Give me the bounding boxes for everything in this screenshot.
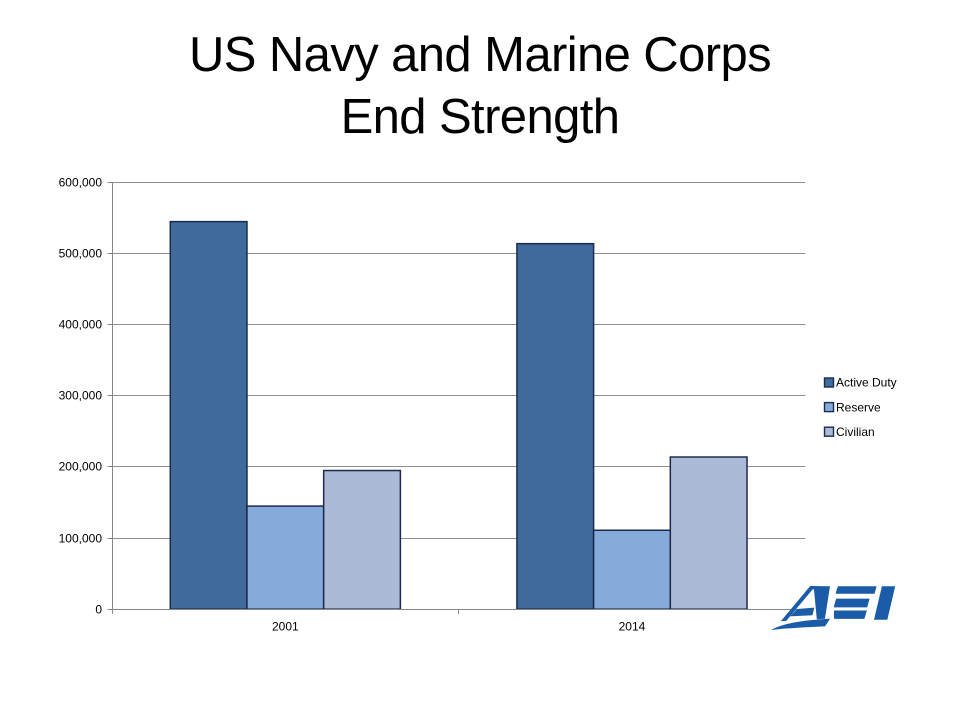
y-axis-tick-label: 200,000 (59, 460, 103, 474)
aei-logo-letter-i (874, 586, 896, 620)
bar-active-duty-2014 (516, 242, 595, 610)
aei-logo-swoosh (771, 618, 830, 630)
y-axis-tick-label: 500,000 (59, 247, 103, 261)
aei-logo-letter-e-bar-middle (833, 598, 870, 608)
aei-logo-letter-a-right-stroke (810, 586, 830, 620)
legend-label-civilian: Civilian (836, 425, 875, 439)
legend-label-reserve: Reserve (836, 400, 881, 414)
y-axis-tick-label: 0 (95, 603, 102, 617)
aei-logo-letter-e-bar-bottom (833, 610, 867, 619)
legend-swatch-reserve (823, 401, 835, 413)
aei-logo-letter-a-crossbar (789, 607, 815, 617)
x-axis-label: 2001 (272, 620, 299, 634)
chart-title-line-1: US Navy and Marine Corps (189, 28, 772, 82)
bar-reserve-2001 (246, 505, 325, 610)
aei-logo-letter-a-left-stroke (780, 586, 816, 622)
chart-title-line-2: End Strength (340, 90, 620, 144)
chart-title: US Navy and Marine Corps End Strength (0, 24, 960, 148)
aei-logo (771, 586, 896, 630)
y-axis-tick-label: 400,000 (59, 318, 103, 332)
y-axis-tick-label: 300,000 (59, 389, 103, 403)
legend-label-active-duty: Active Duty (836, 376, 897, 390)
bar-reserve-2014 (592, 529, 672, 610)
bar-active-duty-2001 (169, 220, 248, 610)
aei-logo-letter-e-bar-top (835, 586, 877, 594)
legend-swatch-civilian (823, 426, 835, 437)
y-axis-tick-label: 600,000 (59, 176, 103, 190)
legend-swatch-active-duty (823, 377, 835, 388)
y-axis-tick-label: 100,000 (59, 532, 103, 546)
bar-civilian-2014 (669, 456, 748, 610)
bar-civilian-2001 (322, 469, 402, 610)
x-axis-label: 2014 (619, 620, 646, 634)
